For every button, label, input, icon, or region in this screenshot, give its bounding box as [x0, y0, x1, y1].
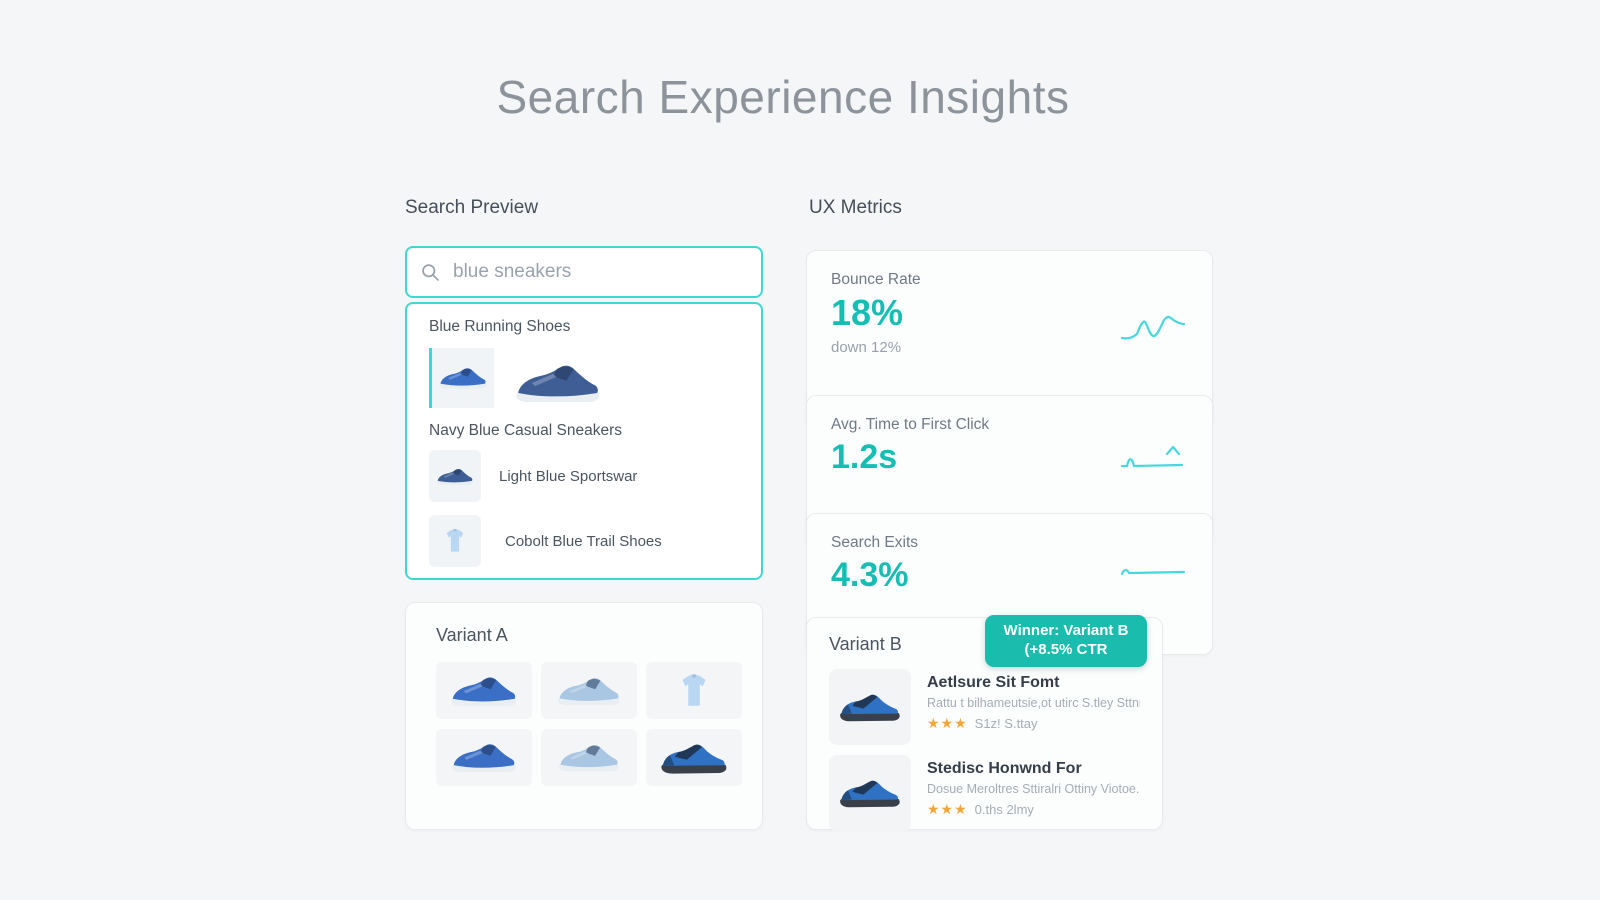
variant-b-product-list: Aetlsure Sit Fomt Rattu t bilhameutsie,o…	[829, 669, 1140, 831]
product-rating: ★★★ 0.ths 2lmy	[927, 801, 1140, 818]
sweater-image	[442, 521, 468, 561]
product-info: Aetlsure Sit Fomt Rattu t bilhameutsie,o…	[927, 669, 1140, 745]
light-blue-sneaker-image	[555, 672, 623, 710]
star-rating-icon: ★★★	[927, 715, 968, 731]
product-tile[interactable]	[436, 729, 532, 786]
bounce-rate-sparkline-icon	[1120, 309, 1186, 345]
product-tile[interactable]	[541, 662, 637, 719]
result-thumbnail-large[interactable]	[512, 358, 604, 408]
product-row[interactable]: Aetlsure Sit Fomt Rattu t bilhameutsie,o…	[829, 669, 1140, 745]
variant-a-card: Variant A	[405, 602, 763, 830]
search-results-panel: Blue Running Shoes Navy Blue Casual Snea…	[405, 302, 763, 580]
blue-sneaker-image	[437, 363, 489, 393]
variant-b-title: Variant B	[829, 634, 902, 654]
product-info: Stedisc Honwnd For Dosue Meroltres Sttir…	[927, 755, 1140, 831]
product-thumb	[829, 669, 911, 745]
product-thumb	[829, 755, 911, 831]
search-icon	[420, 262, 441, 283]
hiking-shoe-image	[658, 738, 730, 778]
result-item-label: Cobolt Blue Trail Shoes	[505, 532, 662, 550]
product-description: Rattu t bilhameutsie,ot utirc S.tley Stt…	[927, 696, 1140, 710]
rating-meta: S1z! S.ttay	[974, 716, 1038, 731]
metric-value: 4.3%	[831, 556, 909, 594]
blue-sneaker-image	[449, 738, 519, 777]
result-item-thumb	[429, 450, 481, 502]
search-preview-heading: Search Preview	[405, 197, 539, 218]
variant-b-card: Variant B Winner: Variant B (+8.5% CTR A…	[806, 615, 1163, 831]
product-row[interactable]: Stedisc Honwnd For Dosue Meroltres Sttir…	[829, 755, 1140, 831]
rating-meta: 0.ths 2lmy	[974, 802, 1034, 817]
product-tile[interactable]	[436, 662, 532, 719]
ux-metrics-heading: UX Metrics	[809, 197, 902, 218]
metric-label: Bounce Rate	[831, 271, 921, 288]
result-thumbnail-selected[interactable]	[429, 348, 494, 408]
star-rating-icon: ★★★	[927, 801, 968, 817]
result-group-title: Blue Running Shoes	[429, 318, 571, 335]
search-bar[interactable]	[405, 246, 763, 298]
metric-value: 1.2s	[831, 438, 898, 476]
product-title: Aetlsure Sit Fomt	[927, 674, 1060, 691]
winner-badge-line2: (+8.5% CTR	[1024, 640, 1108, 658]
light-blue-sneaker-image	[556, 739, 622, 776]
variant-a-product-grid	[436, 662, 742, 786]
sweater-image	[676, 665, 712, 717]
time-to-first-click-sparkline-icon	[1120, 442, 1186, 472]
product-rating: ★★★ S1z! S.ttay	[927, 715, 1140, 732]
metric-subtext: down 12%	[831, 339, 902, 356]
product-tile[interactable]	[646, 729, 742, 786]
product-description: Dosue Meroltres Sttiralri Ottiny Viotoe.…	[927, 782, 1140, 796]
result-thumbnails-row	[429, 346, 739, 408]
hiking-shoe-image	[837, 688, 903, 726]
search-result-item[interactable]: Cobolt Blue Trail Shoes	[429, 515, 739, 567]
metric-label: Search Exits	[831, 534, 919, 551]
result-item-label: Light Blue Sportswar	[499, 467, 638, 485]
navy-sneaker-image	[512, 358, 604, 408]
search-input[interactable]	[451, 260, 748, 284]
result-item-thumb	[429, 515, 481, 567]
product-title: Stedisc Honwnd For	[927, 760, 1082, 777]
search-exits-sparkline-icon	[1120, 562, 1186, 582]
winner-badge-line1: Winner: Variant B	[1003, 622, 1129, 639]
metric-value: 18%	[831, 292, 904, 333]
search-result-item[interactable]: Light Blue Sportswar	[429, 450, 739, 502]
hiking-shoe-image	[837, 774, 903, 812]
winner-badge: Winner: Variant B (+8.5% CTR	[985, 615, 1147, 667]
page-title: Search Experience Insights	[496, 71, 1070, 123]
product-tile[interactable]	[646, 662, 742, 719]
product-tile[interactable]	[541, 729, 637, 786]
sneaker-image	[435, 465, 475, 488]
result-group-title: Navy Blue Casual Sneakers	[429, 422, 622, 439]
metric-label: Avg. Time to First Click	[831, 416, 990, 433]
variant-a-title: Variant A	[436, 625, 508, 645]
blue-sneaker-image	[448, 671, 520, 711]
